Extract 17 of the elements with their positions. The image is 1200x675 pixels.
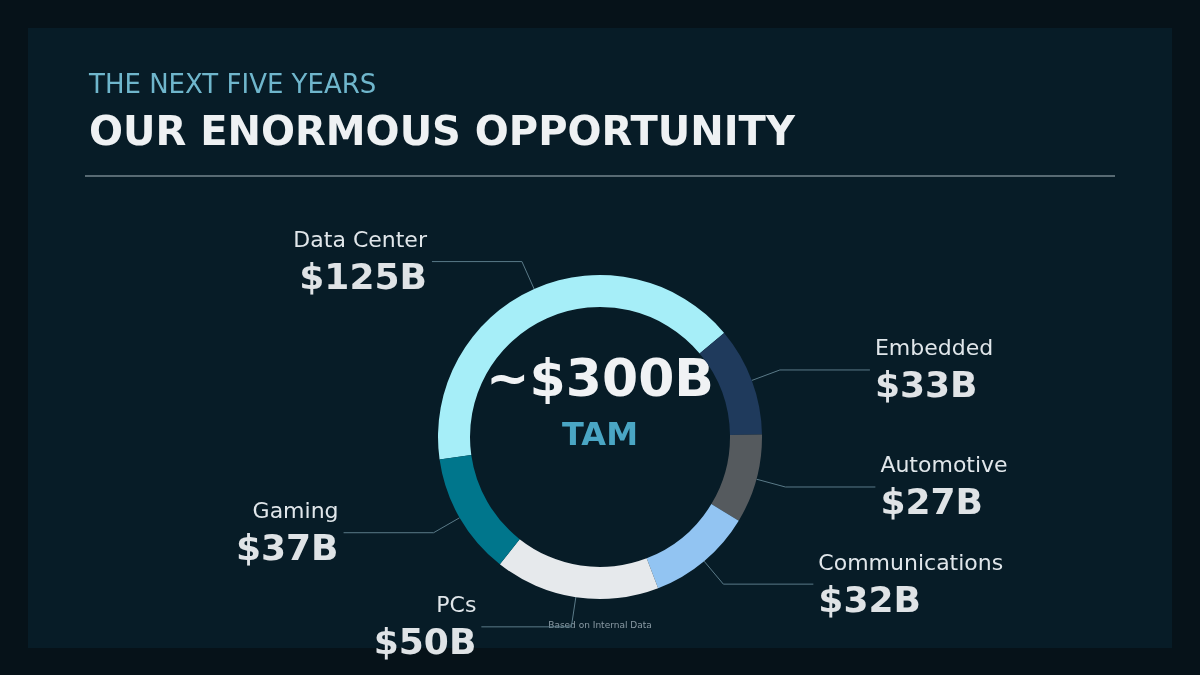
text: TAM [562,415,638,453]
text: Based on Internal Data [548,619,652,630]
slice-label: Gaming [252,498,339,524]
slice-label: Embedded [874,335,994,361]
data-label: $27B [880,481,983,523]
slice-label: Data Center [293,227,428,253]
data-label: $50B [373,621,477,663]
data-label: $37B [235,527,339,569]
text: ~$300B [486,348,714,408]
data-label: $32B [818,578,921,620]
slice-label: Communications [818,549,1004,575]
slice-label: Automotive [880,452,1008,478]
chart-subtitle: THE NEXT FIVE YEARS [88,69,377,99]
data-label: $33B [874,364,978,406]
slice-label: PCs [436,592,477,618]
data-label: $125B [299,256,427,298]
chart-title: OUR ENORMOUS OPPORTUNITY [89,108,796,154]
